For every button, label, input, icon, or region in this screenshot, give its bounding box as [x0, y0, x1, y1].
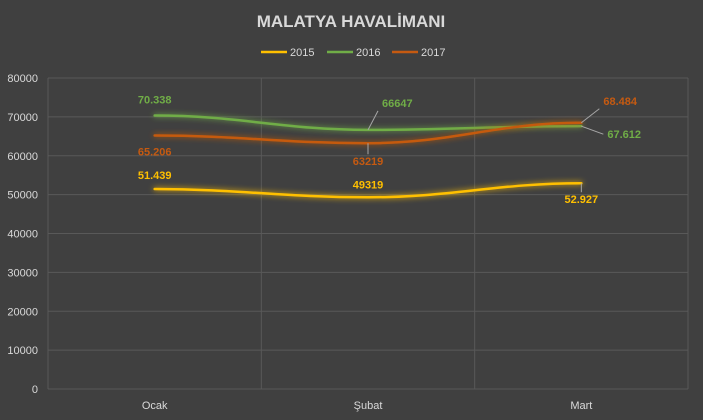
data-labels: 51.439 49319 52.927 70.338 66647 67.612 65.206…	[138, 95, 641, 207]
leader-line	[581, 125, 604, 135]
legend: 2015 2016 2017	[261, 47, 445, 59]
x-axis: Ocak Şubat Mart	[142, 400, 593, 412]
leader-line	[581, 108, 600, 124]
gridlines	[47, 77, 689, 390]
y-tick-label: 50000	[7, 190, 38, 202]
leader-line	[367, 110, 379, 131]
data-label: 51.439	[138, 170, 172, 182]
legend-label: 2015	[290, 47, 314, 59]
y-axis: 0 10000 20000 30000 40000 50000 60000 70000 8000…	[7, 73, 38, 396]
legend-label: 2017	[421, 47, 445, 59]
legend-label: 2016	[356, 47, 380, 59]
x-tick-label: Şubat	[354, 400, 383, 412]
data-label: 67.612	[607, 129, 641, 141]
y-tick-label: 60000	[7, 151, 38, 163]
series-line-2017	[153, 121, 583, 145]
chart-title: MALATYA HAVALİMANI	[257, 12, 446, 31]
y-tick-label: 0	[32, 384, 38, 396]
data-label: 49319	[353, 179, 384, 191]
x-tick-label: Ocak	[142, 400, 168, 412]
y-tick-label: 70000	[7, 112, 38, 124]
data-label: 70.338	[138, 95, 172, 107]
data-label: 68.484	[603, 96, 638, 108]
x-tick-label: Mart	[570, 400, 592, 412]
data-label: 63219	[353, 156, 384, 168]
y-tick-label: 80000	[7, 73, 38, 85]
data-label: 52.927	[565, 194, 599, 206]
y-tick-label: 20000	[7, 306, 38, 318]
data-label: 66647	[382, 98, 413, 110]
y-tick-label: 10000	[7, 345, 38, 357]
y-tick-label: 40000	[7, 229, 38, 241]
data-label: 65.206	[138, 147, 172, 159]
series-line-2015	[153, 181, 583, 199]
series-group	[153, 114, 583, 199]
y-tick-label: 30000	[7, 267, 38, 279]
